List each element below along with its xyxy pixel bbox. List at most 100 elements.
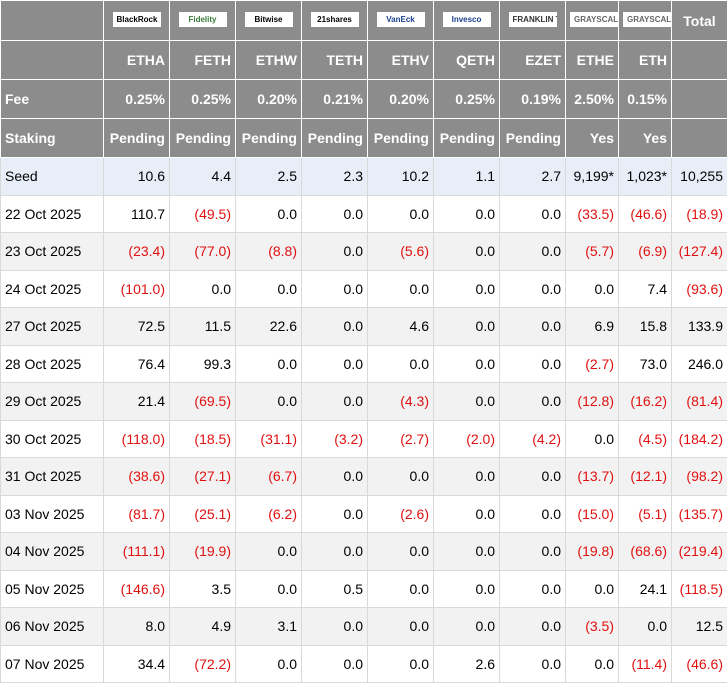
flow-value: 21.4: [103, 382, 170, 421]
staking-value: Pending: [103, 118, 170, 158]
flow-value: (31.1): [235, 419, 302, 458]
total-value: (219.4): [671, 532, 727, 571]
issuer-logo: 21shares: [310, 11, 359, 27]
flow-value: (38.6): [103, 457, 170, 496]
flow-value: 0.0: [301, 644, 368, 683]
total-value: (93.6): [671, 269, 727, 308]
flow-value: 0.0: [565, 569, 619, 608]
flow-value: 0.0: [301, 494, 368, 533]
flow-value: (3.5): [565, 607, 619, 646]
flow-value: (4.3): [367, 382, 434, 421]
row-date: 24 Oct 2025: [0, 269, 104, 308]
flow-value: 22.6: [235, 307, 302, 346]
fee-value: 0.21%: [301, 79, 368, 119]
flow-value: 24.1: [618, 569, 672, 608]
flow-value: (146.6): [103, 569, 170, 608]
flow-value: (25.1): [169, 494, 236, 533]
flow-value: (46.6): [618, 194, 672, 233]
flow-value: 0.0: [301, 232, 368, 271]
data-row: 24 Oct 2025 (101.0) 0.0 0.0 0.0 0.0 0.0 0.0 0.0 7…: [0, 269, 727, 308]
flow-value: 9,199*: [565, 157, 619, 196]
flow-value: 0.0: [301, 382, 368, 421]
flow-value: (2.6): [367, 494, 434, 533]
total-value: 12.5: [671, 607, 727, 646]
flow-value: (5.1): [618, 494, 672, 533]
flow-value: 0.0: [433, 194, 500, 233]
logo-cell: Fidelity: [169, 0, 236, 41]
flow-value: 76.4: [103, 344, 170, 383]
empty-cell: [671, 40, 727, 80]
flow-value: (12.1): [618, 457, 672, 496]
flow-value: 2.3: [301, 157, 368, 196]
issuer-logo: FRANKLIN TEMPLETON: [508, 11, 557, 27]
flow-value: (69.5): [169, 382, 236, 421]
fee-row: Fee 0.25% 0.25% 0.20% 0.21% 0.20% 0.25% 0.19% 2.…: [0, 79, 727, 119]
total-value: (118.5): [671, 569, 727, 608]
ticker: TETH: [301, 40, 368, 80]
issuer-logo: Bitwise: [244, 11, 293, 27]
flow-value: (4.2): [499, 419, 566, 458]
flow-value: (12.8): [565, 382, 619, 421]
flow-value: (6.2): [235, 494, 302, 533]
fee-value: 0.20%: [235, 79, 302, 119]
flow-value: (2.7): [367, 419, 434, 458]
ticker: ETH: [618, 40, 672, 80]
empty-cell: [0, 0, 104, 41]
flow-value: 0.0: [499, 644, 566, 683]
flow-value: (23.4): [103, 232, 170, 271]
row-date: 03 Nov 2025: [0, 494, 104, 533]
staking-value: Pending: [367, 118, 434, 158]
issuer-logo: GRAYSCALE: [570, 11, 618, 27]
flow-value: 0.0: [499, 307, 566, 346]
row-date: 29 Oct 2025: [0, 382, 104, 421]
flow-value: (2.0): [433, 419, 500, 458]
flow-value: 0.0: [367, 344, 434, 383]
logo-cell: FRANKLIN TEMPLETON: [499, 0, 566, 41]
flow-value: 0.0: [433, 232, 500, 271]
flow-value: 0.0: [433, 307, 500, 346]
flow-value: 0.0: [433, 532, 500, 571]
staking-value: Pending: [235, 118, 302, 158]
flow-value: 0.0: [433, 382, 500, 421]
flow-value: 73.0: [618, 344, 672, 383]
total-value: (81.4): [671, 382, 727, 421]
flow-value: 0.0: [367, 569, 434, 608]
flow-value: (5.6): [367, 232, 434, 271]
data-row: 04 Nov 2025 (111.1) (19.9) 0.0 0.0 0.0 0.0 0.0(…: [0, 532, 727, 571]
flow-value: 4.4: [169, 157, 236, 196]
flow-value: 72.5: [103, 307, 170, 346]
flow-value: 0.0: [499, 457, 566, 496]
row-label: Staking: [0, 118, 104, 158]
flow-value: 8.0: [103, 607, 170, 646]
data-row: 23 Oct 2025 (23.4) (77.0) (8.8) 0.0 (5.6) 0.0 0…: [0, 232, 727, 271]
flow-value: 0.0: [235, 194, 302, 233]
flow-value: 0.0: [433, 344, 500, 383]
row-date: 28 Oct 2025: [0, 344, 104, 383]
flow-value: 6.9: [565, 307, 619, 346]
flow-value: 99.3: [169, 344, 236, 383]
row-date: 07 Nov 2025: [0, 644, 104, 683]
logo-row: BlackRock Fidelity Bitwise 21shares VanEck In…: [0, 0, 727, 41]
issuer-logo: Invesco: [442, 11, 491, 27]
flow-value: 3.1: [235, 607, 302, 646]
flow-value: 0.0: [499, 194, 566, 233]
flow-value: 34.4: [103, 644, 170, 683]
row-date: 22 Oct 2025: [0, 194, 104, 233]
flow-value: 0.0: [433, 607, 500, 646]
empty-cell: [671, 79, 727, 119]
flow-value: 0.0: [367, 457, 434, 496]
flow-value: 0.0: [235, 644, 302, 683]
flow-value: (27.1): [169, 457, 236, 496]
row-date: 30 Oct 2025: [0, 419, 104, 458]
flow-value: (11.4): [618, 644, 672, 683]
flow-value: 0.5: [301, 569, 368, 608]
issuer-logo: GRAYSCALE: [623, 11, 671, 27]
total-value: 133.9: [671, 307, 727, 346]
ticker: FETH: [169, 40, 236, 80]
fee-value: 0.25%: [169, 79, 236, 119]
flow-value: 0.0: [433, 457, 500, 496]
flow-value: (111.1): [103, 532, 170, 571]
ticker: QETH: [433, 40, 500, 80]
data-row: 05 Nov 2025 (146.6) 3.5 0.0 0.5 0.0 0.0 0.0 0.0 2…: [0, 569, 727, 608]
